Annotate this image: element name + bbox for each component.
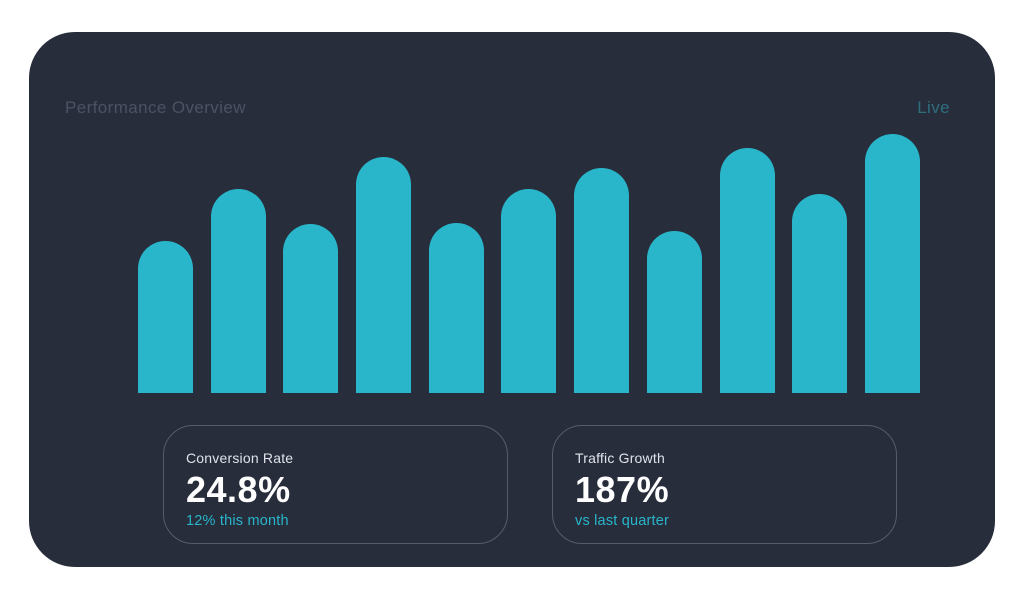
- live-status-badge: Live: [917, 98, 950, 117]
- chart-bar: [864, 134, 920, 393]
- chart-bar: [719, 148, 775, 393]
- card-header: Performance Overview Live: [65, 98, 950, 118]
- chart-bar: [646, 230, 702, 393]
- stat-subtext: vs last quarter: [575, 512, 670, 529]
- chart-bar: [283, 223, 339, 393]
- traffic-growth-card: Traffic Growth 187% vs last quarter: [552, 425, 897, 544]
- chart-bar: [356, 157, 412, 393]
- chart-bar: [138, 240, 193, 393]
- stat-label: Traffic Growth: [575, 450, 665, 466]
- bar-chart: [138, 134, 920, 393]
- stat-subtext: 12% this month: [186, 512, 289, 529]
- stat-label: Conversion Rate: [186, 450, 294, 466]
- chart-bar: [792, 194, 848, 393]
- stat-cards-row: Conversion Rate 24.8% 12% this month Tra…: [163, 425, 897, 544]
- chart-bar: [428, 223, 484, 393]
- performance-overview-card: Performance Overview Live Conversion Rat…: [29, 32, 995, 567]
- stat-value: 24.8%: [186, 469, 291, 510]
- stat-value: 187%: [575, 469, 670, 510]
- chart-bar: [210, 188, 266, 393]
- conversion-rate-card: Conversion Rate 24.8% 12% this month: [163, 425, 508, 544]
- chart-bar: [501, 188, 557, 393]
- page-title: Performance Overview: [65, 98, 246, 117]
- chart-bar: [574, 167, 630, 393]
